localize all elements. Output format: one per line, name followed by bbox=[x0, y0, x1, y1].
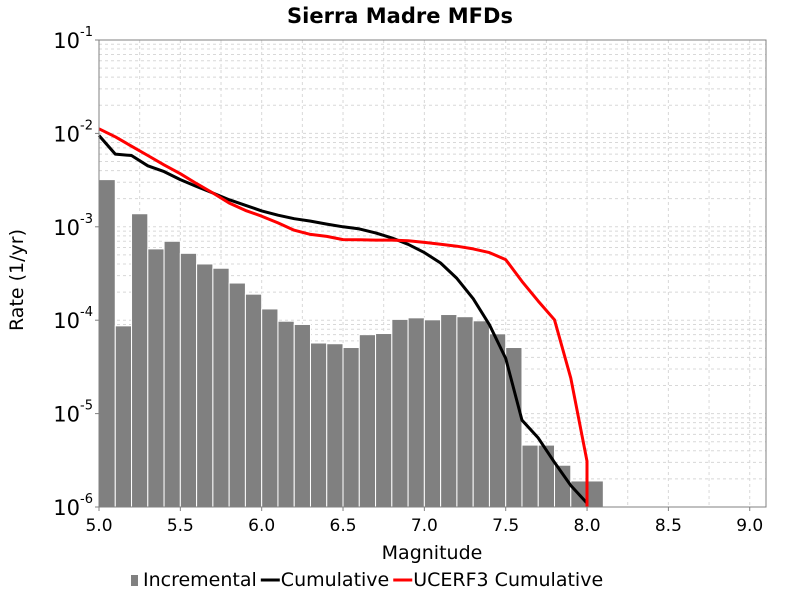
legend-label: Cumulative bbox=[281, 569, 389, 591]
incremental-bar bbox=[423, 319, 442, 508]
x-tick-label: 8.5 bbox=[655, 516, 682, 536]
incremental-bar bbox=[228, 282, 246, 508]
x-tick-label: 9.0 bbox=[736, 516, 763, 536]
incremental-bar bbox=[147, 248, 165, 508]
legend-label: Incremental bbox=[143, 569, 257, 591]
incremental-bar bbox=[131, 213, 149, 508]
incremental-bar bbox=[407, 317, 425, 508]
legend-swatch bbox=[131, 575, 138, 586]
y-tick-label: 10-6 bbox=[53, 492, 93, 520]
series-line-cumulative bbox=[97, 134, 589, 505]
incremental-bar bbox=[98, 179, 116, 508]
incremental-bar bbox=[179, 252, 198, 508]
incremental-bar bbox=[375, 333, 393, 508]
series-line-ucerf3-cumulative bbox=[98, 127, 589, 507]
x-tick-label: 7.0 bbox=[411, 516, 438, 536]
x-tick-label: 7.5 bbox=[492, 516, 519, 536]
series-lines bbox=[97, 127, 589, 507]
incremental-bar bbox=[440, 314, 458, 508]
x-tick-label: 6.5 bbox=[330, 516, 357, 536]
incremental-bar bbox=[326, 343, 344, 508]
chart-title: Sierra Madre MFDs bbox=[287, 4, 513, 28]
x-axis-ticks: 5.0 5.5 6.0 6.5 7.0 7.5 8.0 8.5 9.0 bbox=[85, 507, 763, 536]
incremental-bar bbox=[212, 267, 230, 508]
incremental-bar bbox=[163, 240, 181, 508]
legend: Incremental Cumulative UCERF3 Cumulative bbox=[131, 569, 603, 591]
incremental-bar bbox=[293, 323, 311, 508]
incremental-bars bbox=[98, 179, 604, 508]
incremental-bar bbox=[521, 444, 539, 508]
y-tick-label: 10-4 bbox=[53, 305, 93, 333]
incremental-bar bbox=[358, 334, 377, 508]
incremental-bar bbox=[244, 293, 263, 508]
y-tick-label: 10-3 bbox=[53, 212, 93, 240]
incremental-bar bbox=[488, 333, 507, 508]
x-axis-label: Magnitude bbox=[382, 542, 483, 564]
incremental-bar bbox=[391, 318, 409, 508]
incremental-bar bbox=[277, 320, 295, 508]
incremental-bar bbox=[342, 347, 360, 508]
incremental-bar bbox=[586, 480, 604, 508]
x-tick-label: 5.5 bbox=[167, 516, 194, 536]
y-tick-label: 10-5 bbox=[53, 399, 93, 427]
plot-frame bbox=[98, 39, 767, 508]
x-tick-label: 5.0 bbox=[85, 516, 112, 536]
incremental-bar bbox=[261, 308, 279, 508]
y-axis-label: Rate (1/yr) bbox=[6, 229, 28, 331]
incremental-bar bbox=[472, 320, 490, 508]
incremental-bar bbox=[309, 342, 328, 508]
incremental-bar bbox=[114, 325, 133, 508]
legend-label: UCERF3 Cumulative bbox=[413, 569, 603, 591]
y-axis-ticks: 10-1 10-2 10-3 10-4 10-5 10-6 bbox=[53, 25, 99, 520]
incremental-bar bbox=[196, 263, 214, 508]
x-tick-label: 6.0 bbox=[248, 516, 275, 536]
x-tick-label: 8.0 bbox=[574, 516, 601, 536]
y-tick-label: 10-1 bbox=[53, 25, 93, 53]
y-tick-label: 10-2 bbox=[53, 118, 93, 146]
incremental-bar bbox=[537, 444, 556, 508]
incremental-bar bbox=[456, 316, 474, 508]
